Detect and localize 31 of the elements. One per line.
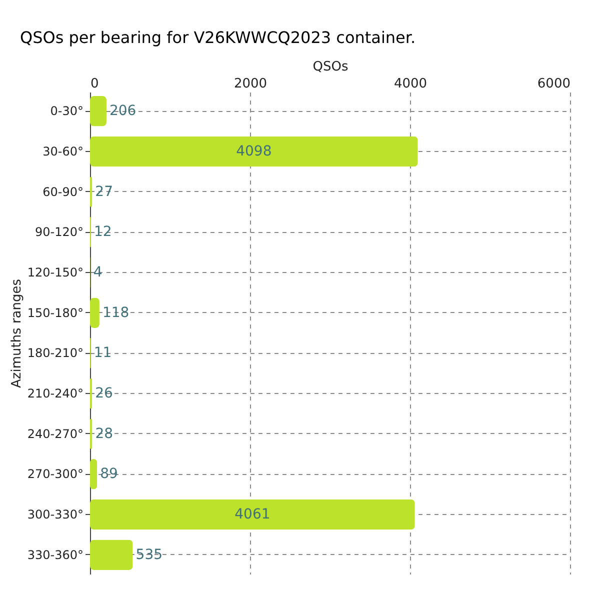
x-tick-label: 0 — [90, 76, 99, 92]
y-tick-label: 240-270° — [27, 426, 84, 441]
data-label: 535 — [136, 546, 163, 563]
x-axis-title: QSOs — [312, 60, 348, 74]
x-tick-label: 4000 — [394, 76, 428, 92]
y-tick-label: 30-60° — [42, 144, 84, 158]
y-tick-label: 330-360° — [27, 548, 84, 562]
y-tick-label: 90-120° — [34, 225, 84, 240]
y-tick-label: 180-210° — [27, 346, 84, 360]
y-tick-label: 150-180° — [27, 306, 84, 320]
y-tick-label: 60-90° — [42, 184, 84, 199]
data-label: 28 — [95, 426, 114, 442]
data-label: 27 — [95, 184, 113, 200]
x-tick-label: 2000 — [234, 76, 268, 92]
y-tick-label: 0-30° — [50, 104, 84, 118]
data-label: 206 — [109, 103, 136, 120]
chart-title: QSOs per bearing for V26KWWCQ2023 container. — [20, 28, 416, 47]
data-label: 26 — [95, 386, 113, 402]
y-tick-label: 270-300° — [27, 467, 84, 482]
data-label: 89 — [100, 466, 118, 482]
y-tick-label: 120-150° — [27, 266, 84, 280]
data-label: 4 — [93, 264, 102, 280]
x-tick-label: 6000 — [537, 76, 570, 92]
data-label: 4061 — [234, 506, 270, 523]
y-axis-title: Azimuths ranges — [9, 278, 24, 388]
y-tick-label: 210-240° — [27, 386, 84, 400]
data-label: 4098 — [236, 143, 272, 160]
data-label: 118 — [102, 304, 130, 321]
y-tick-label: 300-330° — [27, 508, 84, 522]
data-label: 11 — [94, 345, 112, 362]
data-label: 12 — [94, 224, 112, 240]
